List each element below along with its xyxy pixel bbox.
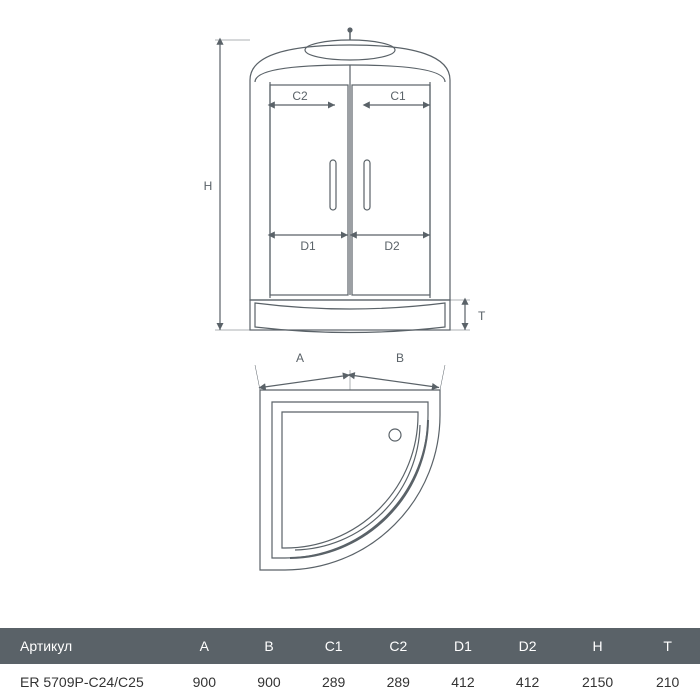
cell-T: 210 bbox=[635, 664, 700, 700]
col-H: H bbox=[560, 628, 635, 664]
svg-text:C1: C1 bbox=[390, 89, 406, 103]
svg-text:C2: C2 bbox=[292, 89, 308, 103]
svg-text:B: B bbox=[396, 351, 404, 365]
cell-D1: 412 bbox=[431, 664, 496, 700]
svg-text:H: H bbox=[204, 179, 213, 193]
diagram-area: C2 C1 D1 D2 bbox=[150, 20, 550, 580]
technical-drawing: C2 C1 D1 D2 bbox=[150, 20, 550, 580]
col-C2: C2 bbox=[366, 628, 431, 664]
svg-text:D1: D1 bbox=[300, 239, 316, 253]
col-C1: C1 bbox=[301, 628, 366, 664]
col-B: B bbox=[237, 628, 302, 664]
svg-text:A: A bbox=[296, 351, 304, 365]
svg-text:D2: D2 bbox=[384, 239, 400, 253]
cell-article: ER 5709P-C24/C25 bbox=[0, 664, 172, 700]
cell-A: 900 bbox=[172, 664, 237, 700]
cell-D2: 412 bbox=[495, 664, 560, 700]
col-A: A bbox=[172, 628, 237, 664]
svg-text:T: T bbox=[478, 309, 486, 323]
cell-B: 900 bbox=[237, 664, 302, 700]
col-T: T bbox=[635, 628, 700, 664]
cell-C1: 289 bbox=[301, 664, 366, 700]
cell-C2: 289 bbox=[366, 664, 431, 700]
table-row: ER 5709P-C24/C25 900 900 289 289 412 412… bbox=[0, 664, 700, 700]
top-view: A B bbox=[255, 351, 445, 570]
table-header-row: Артикул A B C1 C2 D1 D2 H T bbox=[0, 628, 700, 664]
col-D1: D1 bbox=[431, 628, 496, 664]
col-D2: D2 bbox=[495, 628, 560, 664]
front-view: C2 C1 D1 D2 bbox=[250, 28, 450, 333]
dimensions-table: Артикул A B C1 C2 D1 D2 H T ER 5709P-C24… bbox=[0, 628, 700, 700]
col-article: Артикул bbox=[0, 628, 172, 664]
cell-H: 2150 bbox=[560, 664, 635, 700]
